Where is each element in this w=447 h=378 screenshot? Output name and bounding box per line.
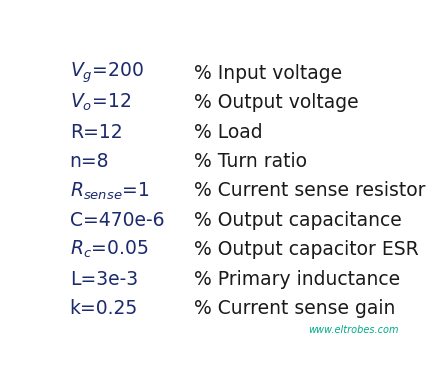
Text: R=12: R=12 <box>70 122 122 141</box>
Text: $V_{g}$=200: $V_{g}$=200 <box>70 61 143 85</box>
Text: % Output capacitance: % Output capacitance <box>194 211 402 230</box>
Text: % Current sense resistor: % Current sense resistor <box>194 181 426 200</box>
Text: % Turn ratio: % Turn ratio <box>194 152 308 171</box>
Text: % Load: % Load <box>194 122 263 141</box>
Text: k=0.25: k=0.25 <box>70 299 138 318</box>
Text: % Primary inductance: % Primary inductance <box>194 270 401 289</box>
Text: $R_{sense}$=1: $R_{sense}$=1 <box>70 180 149 201</box>
Text: % Current sense gain: % Current sense gain <box>194 299 396 318</box>
Text: $R_{c}$=0.05: $R_{c}$=0.05 <box>70 239 148 260</box>
Text: C=470e-6: C=470e-6 <box>70 211 164 230</box>
Text: www.eltrobes.com: www.eltrobes.com <box>308 325 399 335</box>
Text: % Output voltage: % Output voltage <box>194 93 359 112</box>
Text: n=8: n=8 <box>70 152 109 171</box>
Text: L=3e-3: L=3e-3 <box>70 270 138 289</box>
Text: % Input voltage: % Input voltage <box>194 64 342 83</box>
Text: $V_{o}$=12: $V_{o}$=12 <box>70 92 131 113</box>
Text: % Output capacitor ESR: % Output capacitor ESR <box>194 240 419 259</box>
